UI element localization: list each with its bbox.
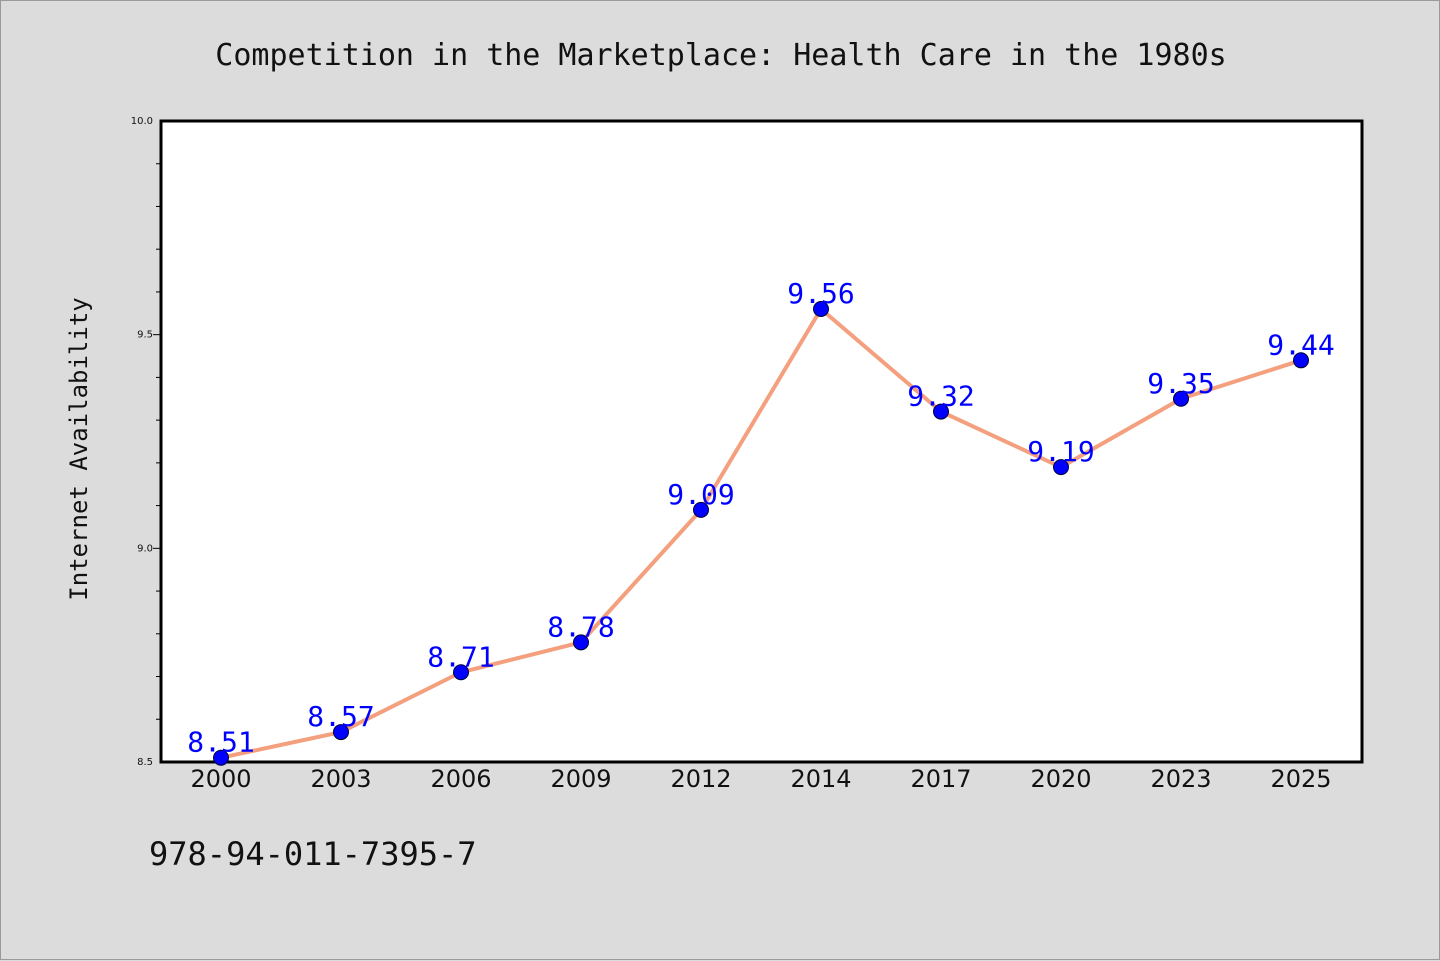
series-line-group [219, 307, 1303, 760]
y-tick-label: 9.5 [137, 330, 153, 341]
x-tick-label: 2023 [1150, 765, 1211, 793]
data-point-marker [1293, 352, 1309, 369]
x-tick-label: 2003 [310, 765, 371, 793]
data-label: 8.57 [307, 700, 374, 733]
data-labels: 8.51 8.57 8.71 8.78 9.09 9.56 9.32 9.19 9.35 9.44 [187, 277, 1334, 759]
x-tick-label: 2020 [1030, 765, 1091, 793]
series-line [219, 307, 1303, 760]
data-label: 8.78 [547, 610, 614, 643]
y-tick-label: 9.0 [137, 543, 153, 554]
y-axis-tick-labels: 8.5 9.0 9.5 10.0 [131, 116, 153, 768]
y-tick-label: 10.0 [131, 116, 153, 127]
y-axis-ticks [153, 163, 161, 720]
data-point-marker [693, 501, 709, 518]
data-point-marker [453, 664, 469, 681]
x-tick-label: 2017 [910, 765, 971, 793]
x-tick-label: 2014 [790, 765, 851, 793]
plot-area [159, 119, 1364, 764]
isbn-label: 978-94-011-7395-7 [149, 835, 477, 873]
data-label: 9.44 [1267, 328, 1334, 361]
x-tick-label: 2006 [430, 765, 491, 793]
data-label: 8.51 [187, 726, 254, 759]
y-axis-label: Internet Availability [65, 297, 93, 600]
x-tick-label: 2000 [190, 765, 251, 793]
data-label: 9.56 [787, 277, 854, 310]
data-label: 9.35 [1147, 367, 1214, 400]
data-point-marker [1173, 390, 1189, 407]
x-axis-tick-labels: 2000 2003 2006 2009 2012 2014 2017 2020 2023 2025 [190, 765, 1331, 793]
data-label: 8.71 [427, 640, 494, 673]
data-label: 9.32 [907, 380, 974, 413]
series-markers [213, 301, 1309, 766]
y-tick-label: 8.5 [137, 757, 153, 768]
data-point-marker [213, 749, 229, 766]
data-point-marker [933, 403, 949, 420]
x-tick-label: 2009 [550, 765, 611, 793]
x-tick-label: 2012 [670, 765, 731, 793]
data-point-marker [1053, 459, 1069, 476]
data-point-marker [333, 724, 349, 741]
x-tick-label: 2025 [1270, 765, 1331, 793]
data-label: 9.19 [1027, 435, 1094, 468]
chart-title: Competition in the Marketplace: Health C… [215, 38, 1226, 73]
data-point-marker [813, 301, 829, 318]
data-label: 9.09 [667, 478, 734, 511]
data-point-marker [573, 634, 589, 651]
